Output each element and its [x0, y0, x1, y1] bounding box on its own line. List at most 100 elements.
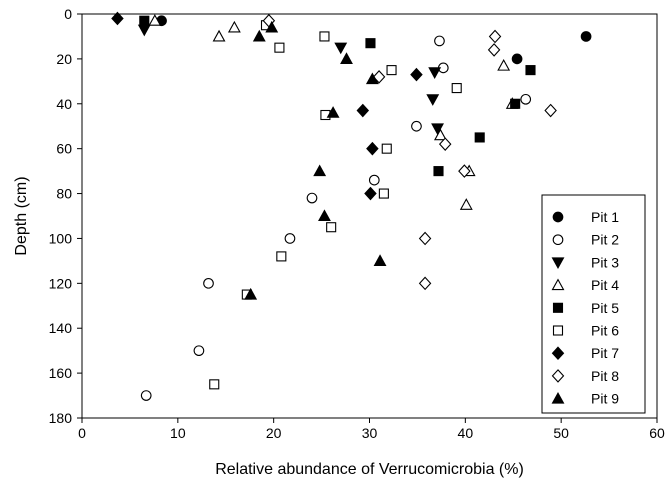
data-point [276, 251, 287, 262]
data-point [365, 72, 379, 85]
y-tick-label: 100 [49, 230, 73, 246]
data-point [525, 65, 536, 76]
data-point [368, 174, 380, 186]
data-point [418, 276, 432, 291]
y-tick-label: 140 [49, 320, 73, 336]
y-axis-title: Depth (cm) [13, 176, 30, 255]
legend-marker-circle [552, 234, 564, 246]
series-pit-6 [209, 20, 462, 390]
x-tick-label: 30 [362, 425, 378, 441]
y-tick-label: 0 [64, 6, 72, 22]
data-point [510, 98, 521, 109]
data-point [340, 52, 353, 64]
data-point [306, 192, 318, 204]
data-point [433, 128, 447, 141]
legend-marker-triangle-down [551, 257, 565, 270]
legend-label: Pit 4 [591, 277, 619, 293]
legend-marker-triangle-up [551, 391, 565, 404]
legend-label: Pit 8 [591, 368, 619, 384]
series-pit-7 [111, 11, 423, 201]
data-point [418, 231, 432, 246]
x-tick-label: 10 [170, 425, 186, 441]
data-point [438, 137, 452, 151]
x-tick-label: 20 [266, 425, 282, 441]
data-point [426, 94, 440, 106]
data-point [411, 120, 422, 132]
y-tick-label: 20 [56, 51, 72, 67]
data-point [284, 233, 296, 244]
legend-marker-circle [552, 211, 564, 223]
series-pit-5 [139, 15, 536, 177]
legend-label: Pit 5 [591, 300, 619, 316]
data-point [544, 103, 557, 118]
legend-item: Pit 1 [552, 209, 619, 225]
legend-label: Pit 2 [591, 232, 619, 248]
data-point [580, 31, 592, 42]
legend-item: Pit 9 [551, 391, 619, 407]
data-point [274, 42, 285, 53]
legend-label: Pit 1 [591, 209, 619, 225]
legend-label: Pit 3 [591, 254, 619, 270]
y-tick-label: 80 [56, 186, 72, 202]
data-point [318, 209, 331, 222]
data-point [356, 103, 370, 118]
data-point [474, 132, 485, 143]
legend-item: Pit 3 [551, 254, 619, 270]
x-axis-title: Relative abundance of Verrucomicrobia (%… [215, 461, 524, 478]
data-point [137, 24, 151, 37]
legend-item: Pit 8 [551, 368, 619, 384]
data-point [378, 188, 389, 199]
series-pit-8 [262, 13, 557, 291]
data-point [319, 31, 330, 42]
data-point [381, 143, 392, 154]
data-point [511, 53, 523, 65]
data-point [265, 20, 279, 33]
data-point [488, 29, 502, 44]
data-point [364, 186, 377, 201]
data-point [497, 58, 511, 71]
data-point [193, 345, 205, 357]
legend-item: Pit 5 [552, 300, 619, 316]
data-point [433, 166, 444, 177]
legend-marker-triangle-up [551, 278, 565, 291]
legend-marker-diamond [551, 369, 565, 383]
data-point [111, 11, 124, 26]
data-point [203, 277, 214, 289]
data-point [458, 164, 471, 178]
y-tick-label: 180 [49, 410, 73, 426]
data-point [366, 141, 379, 156]
data-point [365, 38, 376, 49]
data-point [373, 254, 387, 266]
data-point [139, 15, 150, 26]
x-tick-label: 40 [458, 425, 474, 441]
data-point [209, 379, 220, 390]
legend-marker-square [552, 325, 564, 336]
data-point [227, 20, 241, 33]
data-point [386, 65, 397, 76]
y-tick-label: 40 [56, 96, 72, 112]
data-point [140, 390, 152, 401]
y-tick-label: 160 [49, 365, 73, 381]
series-pit-3 [137, 24, 444, 136]
data-point [252, 29, 266, 42]
y-tick-label: 120 [49, 275, 73, 291]
x-tick-label: 0 [78, 425, 86, 441]
data-point [326, 106, 340, 118]
x-tick-label: 50 [553, 425, 569, 441]
x-tick-label: 60 [649, 425, 665, 441]
data-point [212, 29, 226, 42]
data-point [410, 67, 423, 82]
data-point [334, 42, 348, 55]
legend-item: Pit 2 [552, 232, 619, 248]
legend-label: Pit 6 [591, 323, 619, 339]
data-point [244, 287, 258, 300]
series-pit-2 [140, 35, 532, 401]
data-point [148, 14, 162, 26]
legend-item: Pit 6 [552, 323, 619, 339]
y-tick-label: 60 [56, 141, 72, 157]
legend-item: Pit 4 [551, 277, 619, 293]
data-point [520, 93, 532, 105]
legend-label: Pit 7 [591, 345, 619, 361]
